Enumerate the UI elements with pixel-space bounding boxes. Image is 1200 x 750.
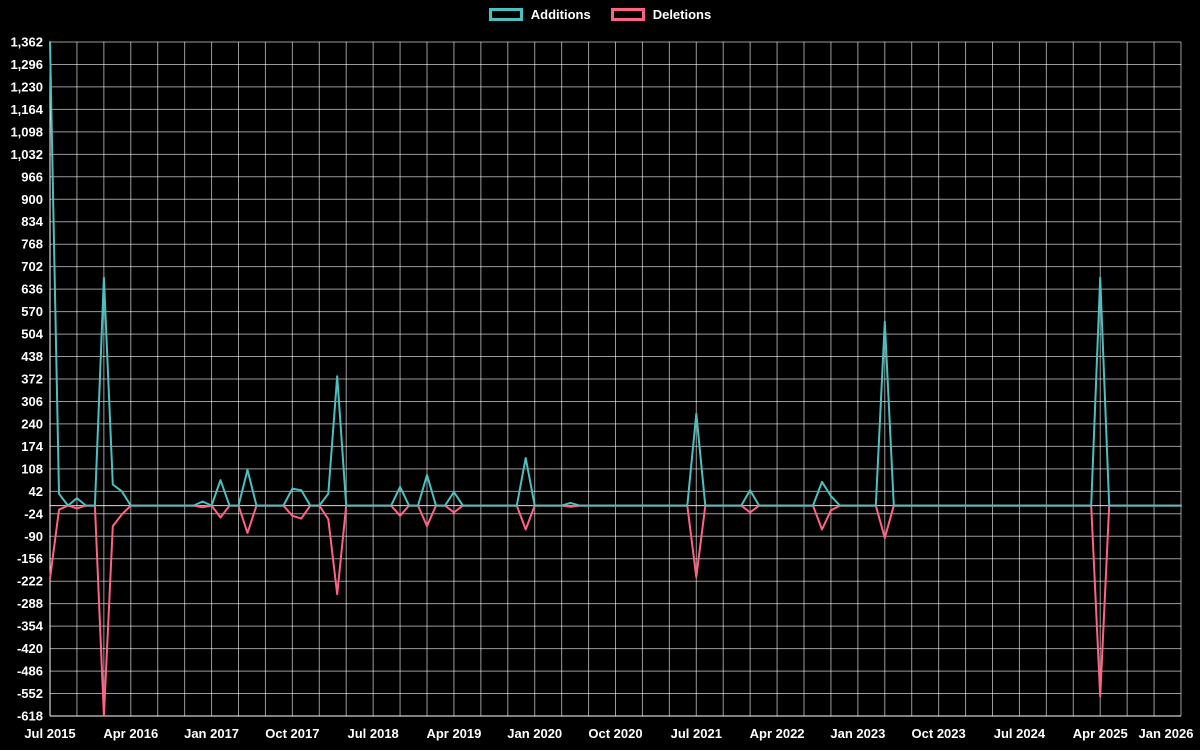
y-axis-tick-label: 1,362	[10, 35, 43, 50]
additions-series-line	[49, 41, 1182, 507]
y-axis-tick-label: 1,098	[10, 124, 43, 139]
legend-item-additions[interactable]: Additions	[488, 7, 591, 22]
y-axis-tick-label: -24	[24, 506, 44, 521]
y-axis-tick-label: 240	[21, 416, 43, 431]
y-axis-tick-label: 438	[21, 349, 43, 364]
y-axis-tick-label: -354	[17, 619, 44, 634]
y-axis-tick-label: -288	[17, 596, 43, 611]
y-axis-tick-label: 768	[21, 237, 43, 252]
y-axis-tick-label: 1,296	[10, 57, 43, 72]
y-axis-tick-label: -420	[17, 641, 43, 656]
x-axis-tick-label: Jul 2018	[347, 726, 398, 741]
x-axis-tick-label: Apr 2019	[426, 726, 481, 741]
legend-item-deletions[interactable]: Deletions	[610, 7, 712, 22]
x-axis-tick-label: Apr 2022	[750, 726, 805, 741]
x-axis-tick-label: Oct 2020	[588, 726, 642, 741]
y-axis-tick-label: 372	[21, 372, 43, 387]
y-axis-tick-label: 636	[21, 282, 43, 297]
additions-legend-swatch	[488, 8, 523, 21]
y-axis-tick-label: 108	[21, 461, 43, 476]
y-axis-tick-label: 306	[21, 394, 43, 409]
x-axis-tick-label: Jul 2015	[24, 726, 75, 741]
x-axis-tick-label: Jul 2024	[994, 726, 1046, 741]
x-axis-tick-label: Jan 2020	[507, 726, 562, 741]
y-axis-tick-label: 174	[21, 439, 43, 454]
legend-label-deletions: Deletions	[652, 7, 712, 22]
x-axis-tick-label: Oct 2017	[265, 726, 319, 741]
legend-label-additions: Additions	[530, 7, 591, 22]
y-axis-tick-label: -486	[17, 664, 43, 679]
x-axis-tick-label: Apr 2025	[1073, 726, 1128, 741]
x-axis-tick-label: Jan 2023	[830, 726, 885, 741]
y-axis-tick-label: 702	[21, 259, 43, 274]
y-axis-tick-label: 1,230	[10, 79, 43, 94]
y-axis-tick-label: 504	[21, 327, 43, 342]
x-axis-tick-label: Apr 2016	[103, 726, 158, 741]
y-axis-tick-label: 966	[21, 169, 43, 184]
y-axis-tick-label: 900	[21, 192, 43, 207]
y-axis-tick-label: 1,032	[10, 147, 43, 162]
deletions-legend-swatch	[610, 8, 645, 21]
x-axis-tick-label: Jul 2021	[671, 726, 722, 741]
y-axis-tick-label: -90	[24, 529, 43, 544]
x-axis-tick-label: Jan 2026	[1139, 726, 1194, 741]
y-axis-tick-label: -222	[17, 574, 43, 589]
y-axis-tick-label: -552	[17, 686, 43, 701]
x-axis-tick-label: Jan 2017	[184, 726, 239, 741]
y-axis-tick-label: 1,164	[10, 102, 43, 117]
y-axis-tick-label: 42	[29, 484, 43, 499]
y-axis-tick-label: -618	[17, 709, 43, 724]
y-axis-tick-label: 570	[21, 304, 43, 319]
x-axis-tick-label: Oct 2023	[912, 726, 966, 741]
y-axis-tick-label: -156	[17, 551, 43, 566]
chart-legend: Additions Deletions	[0, 7, 1200, 22]
y-axis-tick-label: 834	[21, 214, 43, 229]
